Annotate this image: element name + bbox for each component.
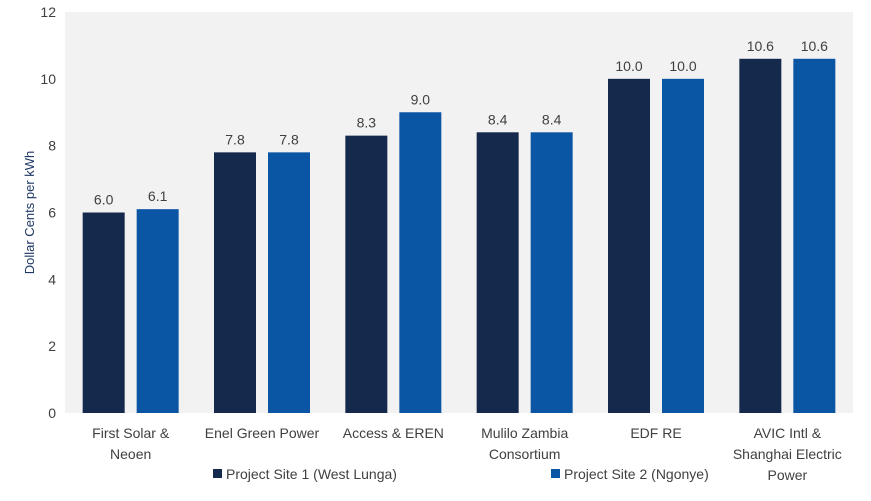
- x-tick-label-line: First Solar &: [92, 425, 170, 441]
- x-tick-label-line: Enel Green Power: [205, 425, 320, 441]
- legend-swatch: [213, 469, 222, 478]
- data-label: 10.0: [669, 58, 696, 74]
- x-axis-labels: First Solar & Neoen Enel Green Power Access…: [92, 425, 842, 483]
- x-tick-label-line: EDF RE: [630, 425, 681, 441]
- bar: [136, 209, 179, 413]
- data-label: 6.0: [94, 192, 114, 208]
- data-label: 10.6: [747, 38, 774, 54]
- bar: [662, 78, 704, 413]
- bar: [793, 58, 836, 414]
- x-tick-label-line: Neoen: [110, 446, 151, 462]
- data-label: 7.8: [225, 131, 245, 147]
- y-tick-label: 10: [40, 71, 56, 87]
- legend-label: Project Site 1 (West Lunga): [226, 466, 397, 482]
- y-tick-label: 6: [48, 205, 56, 221]
- data-label: 8.3: [357, 115, 377, 131]
- bar: [82, 212, 125, 413]
- x-tick-label: Access & EREN: [343, 425, 444, 441]
- legend-label: Project Site 2 (Ngonye): [564, 466, 709, 482]
- data-labels-group: 6.0 6.1 7.8 7.8 8.3 9.0 8.4 8.4 10.0 10.0 10.6 10.6: [94, 38, 828, 208]
- data-label: 7.8: [279, 131, 299, 147]
- data-label: 9.0: [411, 91, 431, 107]
- y-axis-ticks: 0 2 4 6 8 10 12: [40, 4, 56, 421]
- x-tick-label: First Solar & Neoen: [92, 425, 170, 462]
- x-tick-label-line: Power: [767, 467, 807, 483]
- x-tick-label-line: Shanghai Electric: [733, 446, 842, 462]
- y-tick-label: 8: [48, 138, 56, 154]
- bar: [739, 58, 782, 414]
- bar: [530, 132, 573, 414]
- y-tick-label: 12: [40, 4, 56, 20]
- bar: [399, 112, 442, 413]
- bar: [476, 132, 519, 414]
- x-tick-label-line: Mulilo Zambia: [481, 425, 568, 441]
- x-tick-label-line: Consortium: [489, 446, 561, 462]
- x-tick-label-line: Access & EREN: [343, 425, 444, 441]
- bars-group: [82, 58, 836, 414]
- y-axis-title: Dollar Cents per kWh: [22, 151, 37, 275]
- data-label: 6.1: [148, 188, 168, 204]
- y-tick-label: 0: [48, 405, 56, 421]
- bar: [268, 152, 310, 413]
- legend: Project Site 1 (West Lunga) Project Site …: [213, 466, 709, 482]
- data-label: 8.4: [488, 111, 508, 127]
- x-tick-label: AVIC Intl & Shanghai Electric Power: [733, 425, 842, 483]
- x-tick-label: Mulilo Zambia Consortium: [481, 425, 568, 462]
- bar: [214, 152, 256, 413]
- y-tick-label: 2: [48, 338, 56, 354]
- bar: [345, 135, 388, 413]
- x-tick-label: EDF RE: [630, 425, 681, 441]
- data-label: 10.6: [801, 38, 828, 54]
- y-tick-label: 4: [48, 271, 56, 287]
- legend-swatch: [551, 469, 560, 478]
- data-label: 10.0: [615, 58, 642, 74]
- x-tick-label: Enel Green Power: [205, 425, 320, 441]
- x-tick-label-line: AVIC Intl &: [754, 425, 822, 441]
- data-label: 8.4: [542, 111, 562, 127]
- bar: [608, 78, 650, 413]
- plot-area: [65, 12, 853, 413]
